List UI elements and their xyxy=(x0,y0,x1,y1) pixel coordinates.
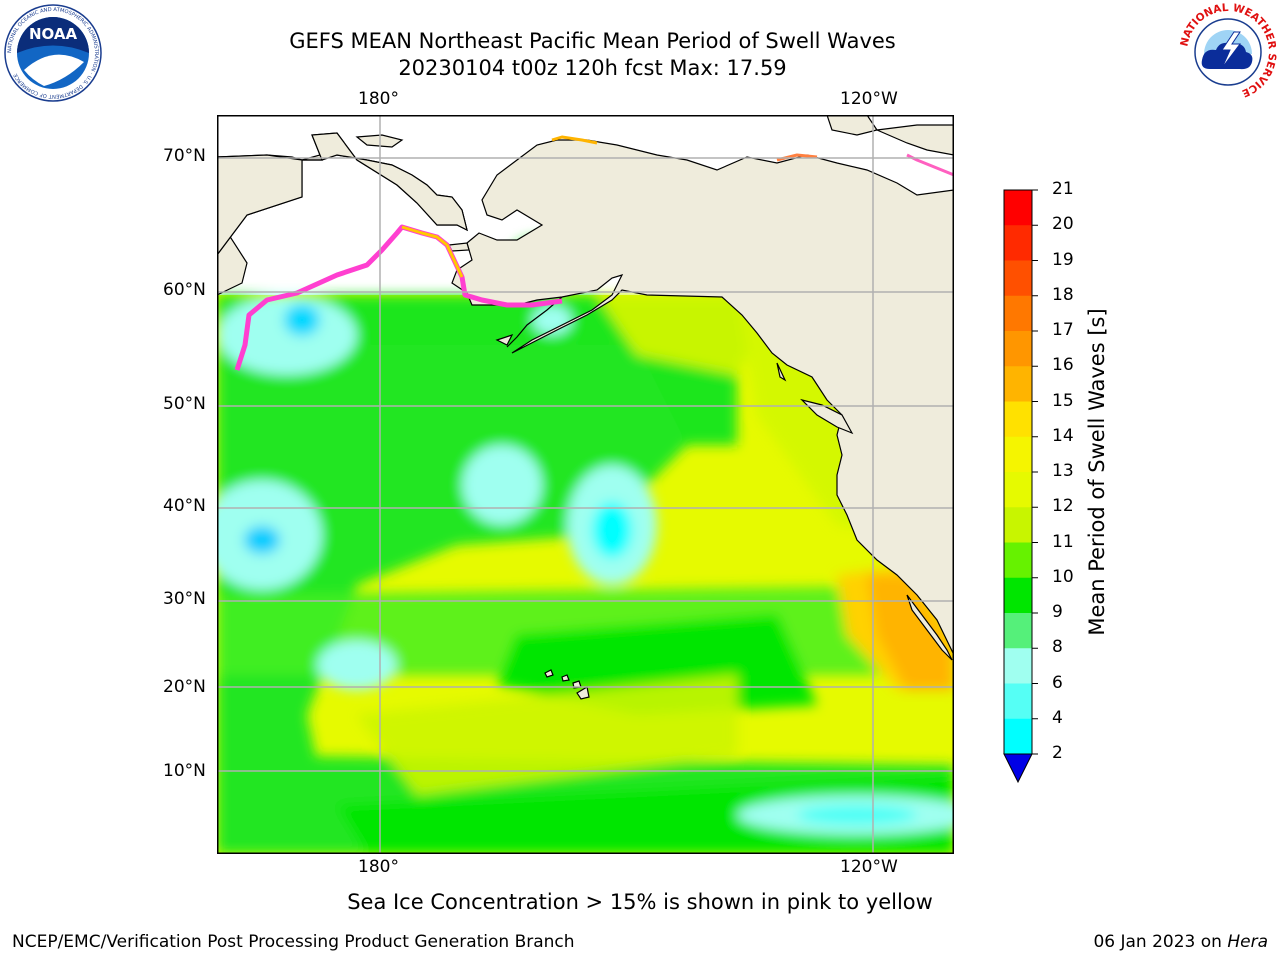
colorbar-segment xyxy=(1004,507,1032,543)
colorbar-tick-label: 11 xyxy=(1052,531,1074,552)
lon-label-bottom-180: 180° xyxy=(358,857,399,877)
colorbar-tick-label: 15 xyxy=(1052,390,1074,411)
colorbar-segment xyxy=(1004,331,1032,367)
colorbar-title: Mean Period of Swell Waves [s] xyxy=(1085,308,1109,636)
colorbar-segment xyxy=(1004,683,1032,720)
lon-label-bottom-120w: 120°W xyxy=(840,857,898,877)
lat-label-10n: 10°N xyxy=(163,761,206,781)
nws-logo: NATIONAL WEATHER SERVICE xyxy=(1178,2,1278,100)
colorbar-segment xyxy=(1004,648,1032,684)
land xyxy=(217,115,954,700)
colorbar-tick-label: 9 xyxy=(1052,602,1063,622)
colorbar-tick-label: 20 xyxy=(1052,214,1074,235)
colorbar-segment xyxy=(1004,577,1032,614)
colorbar-tick-label: 14 xyxy=(1052,425,1074,446)
colorbar-segment xyxy=(1004,718,1032,755)
colorbar-segment xyxy=(1004,366,1032,402)
footer-date-text: 06 Jan 2023 on xyxy=(1093,932,1228,952)
lat-label-20n: 20°N xyxy=(163,677,206,697)
colorbar-tick-label: 18 xyxy=(1052,284,1074,305)
colorbar-extend-arrow xyxy=(1003,753,1033,784)
colorbar-tick-label: 8 xyxy=(1052,637,1063,658)
colorbar-tick-label: 4 xyxy=(1052,707,1063,728)
colorbar-tick-label: 10 xyxy=(1052,566,1074,587)
colorbar-segment xyxy=(1004,190,1032,226)
colorbar-tick-label: 12 xyxy=(1052,496,1074,517)
colorbar-segment xyxy=(1004,436,1032,473)
swell-field xyxy=(217,238,954,854)
colorbar-tick-label: 17 xyxy=(1052,320,1074,340)
colorbar xyxy=(1003,189,1038,784)
colorbar-segment xyxy=(1004,260,1032,297)
footer-date: 06 Jan 2023 on Hera xyxy=(1093,932,1268,952)
lat-label-50n: 50°N xyxy=(163,394,206,414)
svg-text:NOAA: NOAA xyxy=(29,25,78,43)
noaa-logo: NOAA NATIONAL OCEANIC AND ATMOSPHERIC AD… xyxy=(4,4,102,102)
gridlines xyxy=(217,115,954,854)
footer-host: Hera xyxy=(1227,932,1268,952)
lat-label-30n: 30°N xyxy=(163,589,206,609)
chart-subtitle: 20230104 t00z 120h fcst Max: 17.59 xyxy=(398,56,787,80)
lat-label-40n: 40°N xyxy=(163,496,206,516)
lon-label-top-120w: 120°W xyxy=(840,89,898,109)
colorbar-tick-label: 2 xyxy=(1052,743,1063,763)
lat-label-70n: 70°N xyxy=(163,146,206,166)
colorbar-tick-label: 19 xyxy=(1052,249,1074,270)
colorbar-tick-label: 21 xyxy=(1052,179,1074,199)
sea-ice-caption: Sea Ice Concentration > 15% is shown in … xyxy=(347,890,933,914)
swell-period-map xyxy=(217,115,954,854)
colorbar-segment xyxy=(1004,295,1032,332)
colorbar-tick-label: 13 xyxy=(1052,461,1074,481)
colorbar-segment xyxy=(1004,472,1032,508)
lon-label-top-180: 180° xyxy=(358,89,399,109)
colorbar-segment xyxy=(1004,542,1032,579)
colorbar-segment xyxy=(1004,401,1032,438)
chart-title: GEFS MEAN Northeast Pacific Mean Period … xyxy=(289,29,896,53)
colorbar-tick-label: 16 xyxy=(1052,355,1074,376)
lat-label-60n: 60°N xyxy=(163,280,206,300)
colorbar-segment xyxy=(1004,613,1032,649)
footer-credit: NCEP/EMC/Verification Post Processing Pr… xyxy=(12,932,575,952)
colorbar-tick-label: 6 xyxy=(1052,672,1063,693)
colorbar-segment xyxy=(1004,225,1032,261)
